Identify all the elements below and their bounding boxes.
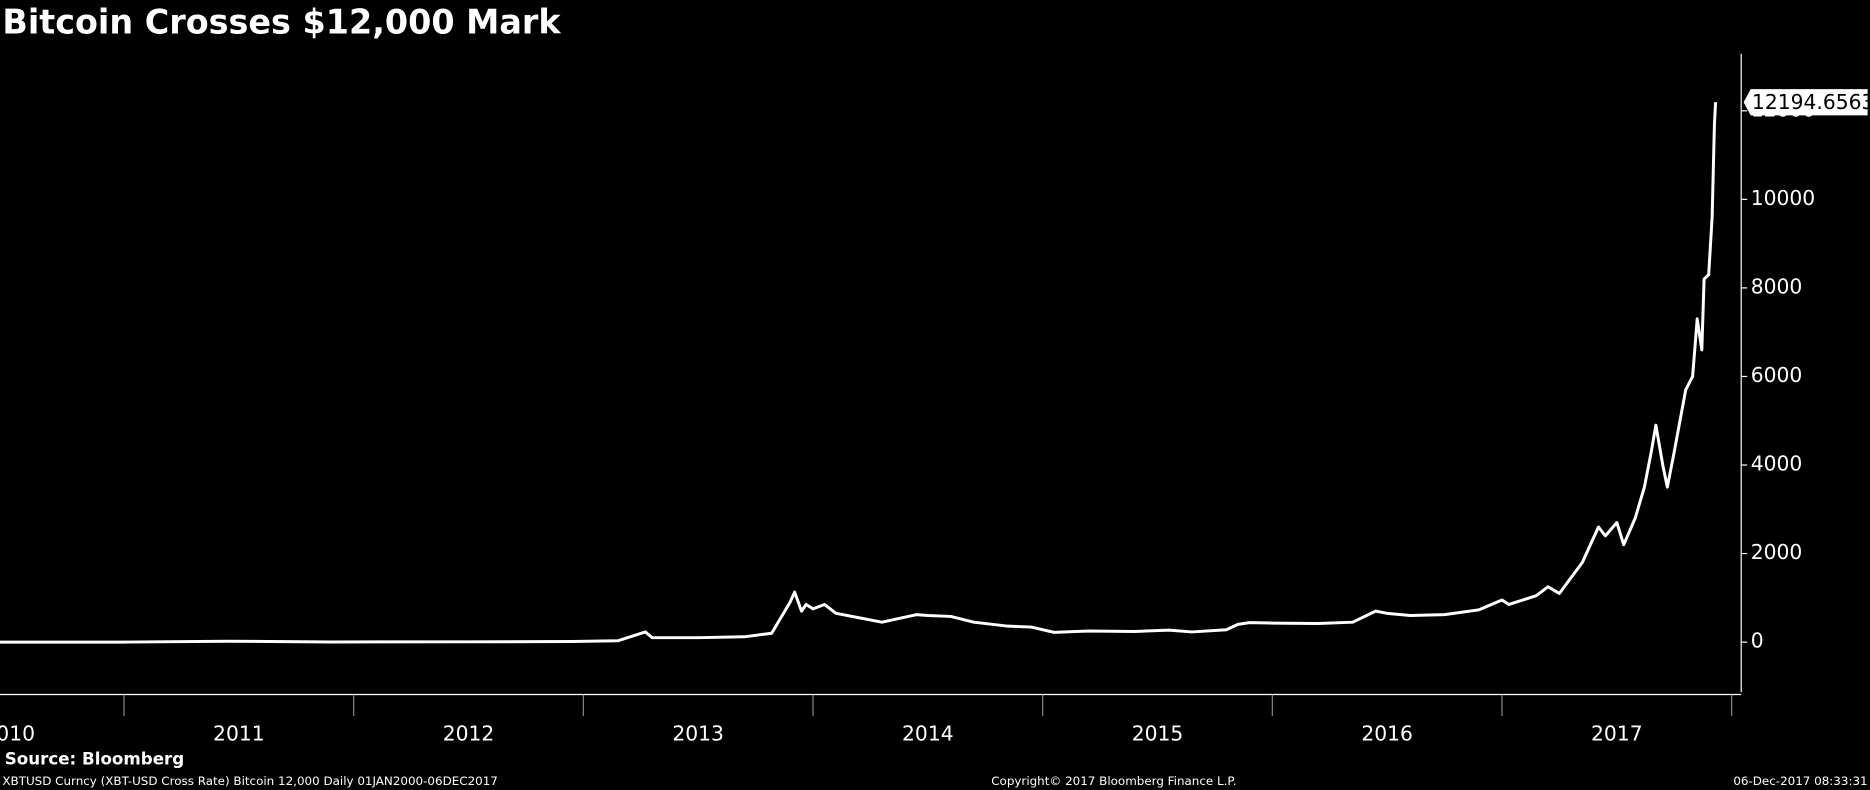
x-tick-label: 2013 xyxy=(672,722,724,746)
chart-title: Bitcoin Crosses $12,000 Mark xyxy=(2,2,561,41)
y-tick-label: 4000 xyxy=(1751,452,1803,476)
y-tick-label: 6000 xyxy=(1751,363,1803,387)
x-tick-label: 2012 xyxy=(443,722,495,746)
x-tick-label: 2016 xyxy=(1361,722,1413,746)
x-tick-label: 2015 xyxy=(1132,722,1184,746)
x-tick-label: 2014 xyxy=(902,722,954,746)
price-line xyxy=(0,102,1718,644)
last-value-label: 12194.6563 xyxy=(1752,90,1870,114)
y-tick-label: 0 xyxy=(1751,629,1764,653)
footer-left: XBTUSD Curncy (XBT-USD Cross Rate) Bitco… xyxy=(2,774,497,788)
y-tick-label: 2000 xyxy=(1751,540,1803,564)
footer-right: 06-Dec-2017 08:33:31 xyxy=(1733,774,1867,788)
x-tick-label: 2017 xyxy=(1591,722,1643,746)
x-tick-label: 2010 xyxy=(0,722,35,746)
last-value-box xyxy=(1743,89,1868,116)
source: Source: Bloomberg xyxy=(5,749,184,769)
y-tick-label: 8000 xyxy=(1751,274,1803,298)
y-tick-label: 10000 xyxy=(1751,186,1815,210)
footer-center: Copyright© 2017 Bloomberg Finance L.P. xyxy=(991,774,1236,788)
x-tick-label: 2011 xyxy=(213,722,265,746)
